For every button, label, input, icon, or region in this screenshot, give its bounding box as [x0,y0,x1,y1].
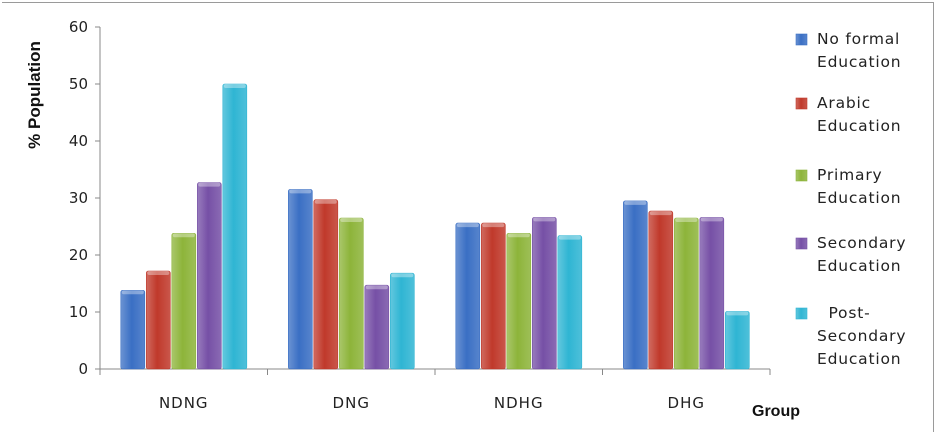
bar-highlight [533,217,556,222]
legend-label: Secondary [817,327,906,345]
bar [648,210,674,370]
y-tick-label: 30 [69,189,88,207]
legend-label: Post- [817,304,870,322]
bar-highlight [289,189,312,194]
y-tick-label: 50 [69,75,88,93]
bar-highlight [365,285,388,290]
x-tick-label: DHG [668,394,705,412]
legend-swatch [795,97,808,110]
legend: No formal Education Arabic Education Primary… [795,30,906,368]
legend-swatch [795,237,808,250]
bar-highlight [482,223,505,228]
legend-label: Education [817,350,901,368]
bar [531,217,557,370]
bar [389,272,415,370]
bar-highlight [456,223,479,228]
y-tick-label: 10 [69,303,88,321]
y-axis-title: % Population [25,41,44,149]
y-tick-label: 20 [69,246,88,264]
bar-highlight [700,217,723,222]
bar [197,182,222,370]
x-tick-label: NDNG [159,394,209,412]
bar-highlight [649,211,672,216]
legend-label: No formal [817,30,900,48]
x-tick-label: NDHG [494,394,544,412]
bar [171,233,197,370]
bar [338,217,364,370]
legend-label: Arabic [817,94,871,112]
bar [455,222,481,370]
bar-highlight [314,199,337,204]
legend-label: Education [817,257,901,275]
x-tick-label: DNG [333,394,370,412]
bar [622,200,648,370]
bar-highlight [340,218,363,222]
bar-highlight [121,290,144,295]
bar [313,199,339,370]
bar-highlight [172,233,195,238]
bar-highlight [558,235,581,240]
legend-label: Secondary [817,234,906,252]
legend-swatch [795,307,808,320]
bar [222,83,248,370]
bar [673,217,699,370]
bar-highlight [391,273,414,278]
bar-highlight [675,218,698,222]
bar [287,189,313,370]
bar [724,311,750,370]
legend-swatch [795,169,808,182]
bar [364,284,390,370]
legend-label: Education [817,53,901,71]
bar-highlight [147,271,170,275]
bar [146,270,171,370]
y-tick-label: 0 [78,360,88,378]
bar-highlight [726,311,749,316]
bar [699,217,725,370]
bars [120,83,750,370]
legend-swatch [795,33,808,46]
bar [506,233,532,370]
y-tick-label: 40 [69,132,88,150]
y-tick-label: 60 [69,18,88,36]
labels: 0 10 20 30 40 50 60 NDNG DNG NDHG DHG % Population G… [25,18,800,420]
bar [480,222,506,370]
legend-label: Education [817,189,901,207]
bar-highlight [507,233,530,238]
bar-highlight [624,200,647,205]
bar [557,235,583,370]
x-axis-title: Group [752,403,800,420]
bar-highlight [198,182,221,187]
legend-label: Education [817,117,901,135]
legend-label: Primary [817,166,883,184]
bar [120,289,146,370]
bar-highlight [223,84,246,88]
